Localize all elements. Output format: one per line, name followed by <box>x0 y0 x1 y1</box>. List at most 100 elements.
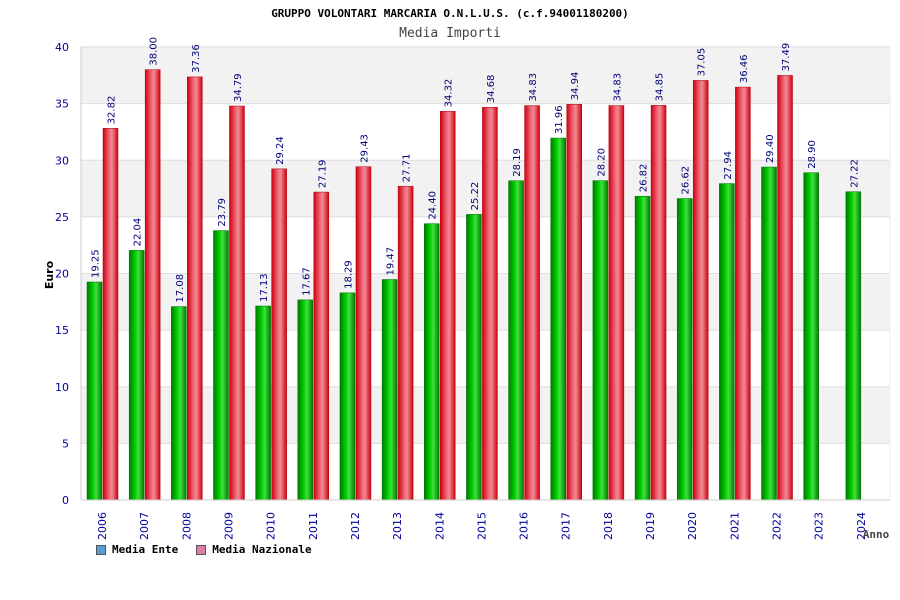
data-label-media-ente-2018: 28.20 <box>596 148 607 177</box>
y-tick-label: 35 <box>55 98 69 111</box>
x-tick-label-2019: 2019 <box>644 512 657 540</box>
data-label-media-ente-2011: 17.67 <box>301 267 312 296</box>
bar-media-ente-2018 <box>592 180 609 501</box>
data-label-media-ente-2024: 27.22 <box>849 159 860 188</box>
data-label-media-ente-2009: 23.79 <box>217 198 228 227</box>
bar-media-ente-2011 <box>297 299 314 501</box>
bar-media-nazionale-2020 <box>692 80 709 501</box>
legend-item-media-ente: Media Ente <box>96 543 178 556</box>
data-label-media-ente-2017: 31.96 <box>554 105 565 134</box>
grid-band <box>81 47 890 104</box>
bar-media-nazionale-2010 <box>271 168 287 501</box>
bar-media-nazionale-2015 <box>482 106 498 501</box>
legend-swatch-media-ente <box>96 544 106 555</box>
legend-label-media-ente: Media Ente <box>112 543 179 556</box>
data-label-media-nazionale-2014: 34.32 <box>444 79 455 108</box>
y-axis-label: Euro <box>43 260 56 289</box>
data-label-media-nazionale-2009: 34.79 <box>233 73 244 102</box>
bar-media-nazionale-2022 <box>777 75 793 501</box>
y-tick-label: 30 <box>55 154 69 167</box>
data-label-media-nazionale-2021: 36.46 <box>739 54 750 83</box>
bar-media-nazionale-2006 <box>102 128 119 501</box>
data-label-media-ente-2019: 26.82 <box>639 164 650 193</box>
data-label-media-nazionale-2016: 34.83 <box>528 73 539 102</box>
x-tick-label-2012: 2012 <box>349 512 362 540</box>
data-label-media-ente-2008: 17.08 <box>175 274 186 303</box>
bar-media-ente-2008 <box>171 306 187 501</box>
y-tick-label: 15 <box>55 324 69 337</box>
bar-media-ente-2014 <box>424 223 440 501</box>
data-label-media-ente-2015: 25.22 <box>470 182 481 211</box>
legend: Media Ente Media Nazionale <box>96 543 312 556</box>
x-tick-label-2015: 2015 <box>475 512 488 540</box>
data-label-media-ente-2016: 28.19 <box>512 148 523 177</box>
legend-label-media-nazionale: Media Nazionale <box>212 543 312 556</box>
x-tick-label-2022: 2022 <box>771 512 784 540</box>
x-tick-label-2008: 2008 <box>180 512 193 540</box>
data-label-media-ente-2012: 18.29 <box>343 260 354 289</box>
data-label-media-nazionale-2019: 34.85 <box>655 73 666 102</box>
x-tick-label-2014: 2014 <box>433 512 446 540</box>
x-tick-label-2010: 2010 <box>265 512 278 540</box>
data-label-media-ente-2013: 19.47 <box>386 247 397 276</box>
bar-media-nazionale-2014 <box>440 111 456 501</box>
x-tick-label-2011: 2011 <box>307 512 320 540</box>
bar-media-nazionale-2013 <box>397 185 414 501</box>
data-label-media-ente-2023: 28.90 <box>807 140 818 169</box>
bar-media-nazionale-2007 <box>144 69 161 501</box>
chart-subtitle: Media Importi <box>399 26 501 41</box>
y-tick-label: 0 <box>62 494 69 507</box>
bar-media-nazionale-2009 <box>229 105 245 501</box>
bar-media-ente-2012 <box>339 292 356 501</box>
data-label-media-nazionale-2010: 29.24 <box>275 136 286 165</box>
bar-media-ente-2013 <box>381 279 398 501</box>
data-label-media-ente-2020: 26.62 <box>681 166 692 195</box>
x-tick-label-2024: 2024 <box>855 512 868 540</box>
bar-media-nazionale-2016 <box>524 105 540 501</box>
data-label-media-nazionale-2013: 27.71 <box>402 154 413 183</box>
data-label-media-ente-2007: 22.04 <box>133 218 144 247</box>
y-tick-label: 10 <box>55 381 69 394</box>
data-label-media-nazionale-2011: 27.19 <box>317 159 328 188</box>
y-tick-label: 5 <box>62 437 69 450</box>
bars-layer: 19.25 32.82 22.04 38.00 17.08 37.36 23.79 34.79… <box>86 37 862 501</box>
x-tick-label-2020: 2020 <box>686 512 699 540</box>
bar-media-nazionale-2011 <box>313 191 330 501</box>
x-tick-label-2013: 2013 <box>391 512 404 540</box>
x-tick-label-2007: 2007 <box>138 512 151 540</box>
bar-media-ente-2007 <box>128 250 145 501</box>
x-tick-label-2021: 2021 <box>728 512 741 540</box>
bar-media-ente-2022 <box>761 166 777 501</box>
bar-media-ente-2019 <box>634 196 651 501</box>
bar-media-ente-2017 <box>550 137 566 501</box>
bar-media-nazionale-2017 <box>566 104 582 501</box>
x-tick-label-2006: 2006 <box>96 512 109 540</box>
legend-swatch-media-nazionale <box>196 544 207 555</box>
bar-media-ente-2009 <box>213 230 229 501</box>
x-tick-label-2009: 2009 <box>222 512 235 540</box>
y-tick-label: 25 <box>55 211 69 224</box>
axes-layer: 0 5 10 15 20 25 30 35 40 2006 2007 2008 2009 2010 2011… <box>55 41 891 540</box>
bar-media-nazionale-2012 <box>355 166 372 501</box>
data-label-media-nazionale-2015: 34.68 <box>486 75 497 104</box>
data-label-media-nazionale-2007: 38.00 <box>149 37 160 66</box>
bar-media-ente-2016 <box>508 180 524 501</box>
bar-media-ente-2023 <box>803 172 819 501</box>
data-label-media-ente-2021: 27.94 <box>723 151 734 180</box>
bar-media-ente-2021 <box>719 183 735 501</box>
data-label-media-ente-2006: 19.25 <box>91 249 102 278</box>
y-tick-label: 20 <box>55 268 69 281</box>
x-tick-label-2017: 2017 <box>560 512 573 540</box>
data-label-media-ente-2010: 17.13 <box>259 273 270 302</box>
bar-media-nazionale-2021 <box>735 86 751 501</box>
y-tick-label: 40 <box>55 41 69 54</box>
data-label-media-nazionale-2020: 37.05 <box>697 48 708 77</box>
x-tick-label-2016: 2016 <box>518 512 531 540</box>
data-label-media-ente-2022: 29.40 <box>765 134 776 163</box>
data-label-media-nazionale-2006: 32.82 <box>107 96 118 125</box>
x-tick-label-2018: 2018 <box>602 512 615 540</box>
bar-media-nazionale-2019 <box>650 105 667 501</box>
data-label-media-ente-2014: 24.40 <box>428 191 439 220</box>
data-label-media-nazionale-2017: 34.94 <box>570 72 581 101</box>
